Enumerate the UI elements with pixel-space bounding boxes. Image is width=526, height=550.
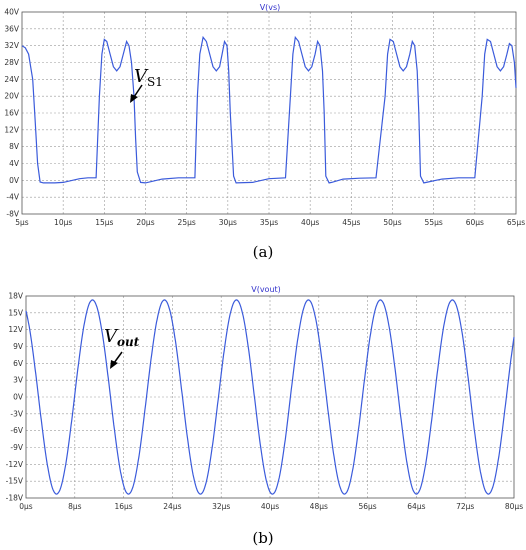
chart-a-x-tick-label: 45µs (342, 218, 360, 227)
chart-b-caption: (b) (252, 529, 273, 547)
chart-b-y-tick-label: -9V (10, 443, 23, 452)
chart-a-grid (22, 12, 516, 214)
chart-b-x-tick-label: 32µs (212, 502, 230, 511)
chart-b-frame (25, 295, 515, 499)
chart-a-x-tick-label: 5µs (15, 218, 29, 227)
chart-b-y-ticks: -18V -15V -12V -9V -6V -3V 0V 3V 6V 9V 12V 15V 18V (6, 292, 24, 503)
chart-a-annotation: VS1 (134, 66, 163, 89)
chart-a-x-tick-label: 60µs (466, 218, 484, 227)
chart-b-y-tick-label: -15V (6, 477, 24, 486)
chart-a-caption: (a) (253, 243, 274, 261)
chart-a-y-tick-label: 20V (4, 92, 20, 101)
chart-a-y-tick-label: 40V (4, 8, 20, 17)
chart-b-y-tick-label: 0V (13, 393, 24, 402)
chart-b-x-tick-label: 40µs (261, 502, 279, 511)
chart-b-arrow (110, 351, 123, 369)
chart-b-y-tick-label: 6V (13, 359, 24, 368)
chart-b-y-tick-label: -3V (10, 409, 23, 418)
chart-a-x-tick-label: 55µs (425, 218, 443, 227)
chart-b-grid (26, 296, 514, 498)
chart-a-x-tick-label: 15µs (95, 218, 113, 227)
chart-a-title: V(vs) (260, 3, 281, 12)
chart-a-y-tick-label: 8V (9, 142, 20, 151)
chart-a-y-tick-label: -4V (6, 193, 19, 202)
chart-a-y-tick-label: -8V (6, 210, 19, 219)
chart-a-y-tick-label: 28V (4, 58, 20, 67)
chart-a-x-tick-label: 35µs (260, 218, 278, 227)
chart-a-series-line (21, 35, 517, 184)
chart-b-y-tick-label: 18V (8, 292, 24, 301)
chart-b-y-tick-label: -18V (6, 494, 24, 503)
chart-a-y-ticks: -8V -4V 0V 4V 8V 12V 16V 20V 24V 28V 32V 36V 40V (4, 8, 20, 219)
chart-a-y-tick-label: 24V (4, 75, 20, 84)
chart-b-y-tick-label: -12V (6, 460, 24, 469)
chart-b-x-tick-label: 64µs (407, 502, 425, 511)
chart-b-y-tick-label: -6V (10, 426, 23, 435)
chart-b-y-tick-label: 3V (13, 376, 24, 385)
chart-a-x-tick-label: 65µs (507, 218, 525, 227)
chart-a-y-tick-label: 12V (4, 125, 20, 134)
chart-a-arrow (130, 84, 143, 103)
chart-b-x-tick-label: 80µs (505, 502, 523, 511)
chart-b-title: V(vout) (251, 285, 281, 294)
chart-b-x-tick-label: 16µs (114, 502, 132, 511)
chart-b-x-ticks: 0µs 8µs 16µs 24µs 32µs 40µs 48µs 56µs 64µs 72µs 80… (19, 502, 523, 511)
chart-a-y-tick-label: 32V (4, 41, 20, 50)
chart-a-y-tick-label: 4V (9, 159, 20, 168)
chart-b-y-tick-label: 12V (8, 325, 24, 334)
chart-b-x-tick-label: 8µs (68, 502, 82, 511)
chart-b-x-tick-label: 56µs (358, 502, 376, 511)
chart-a-x-ticks: 5µs 10µs 15µs 20µs 25µs 30µs 35µs 40µs 45µs 50µs 5… (15, 218, 525, 227)
chart-b-annotation: Vout (104, 326, 140, 349)
chart-a-frame (21, 11, 517, 215)
chart-b-x-tick-label: 72µs (456, 502, 474, 511)
chart-a-y-tick-label: 36V (4, 24, 20, 33)
chart-b-x-tick-label: 0µs (19, 502, 33, 511)
chart-b-y-tick-label: 9V (13, 342, 24, 351)
chart-a-x-tick-label: 50µs (383, 218, 401, 227)
chart-a-y-tick-label: 16V (4, 109, 20, 118)
chart-a-x-tick-label: 30µs (219, 218, 237, 227)
chart-a-x-tick-label: 10µs (54, 218, 72, 227)
chart-a-x-tick-label: 20µs (136, 218, 154, 227)
chart-a-x-tick-label: 40µs (301, 218, 319, 227)
chart-a-x-tick-label: 25µs (178, 218, 196, 227)
chart-b-series-line (25, 299, 515, 495)
chart-a-y-tick-label: 0V (9, 176, 20, 185)
chart-b-x-tick-label: 48µs (310, 502, 328, 511)
chart-b-y-tick-label: 15V (8, 308, 24, 317)
chart-b-x-tick-label: 24µs (163, 502, 181, 511)
